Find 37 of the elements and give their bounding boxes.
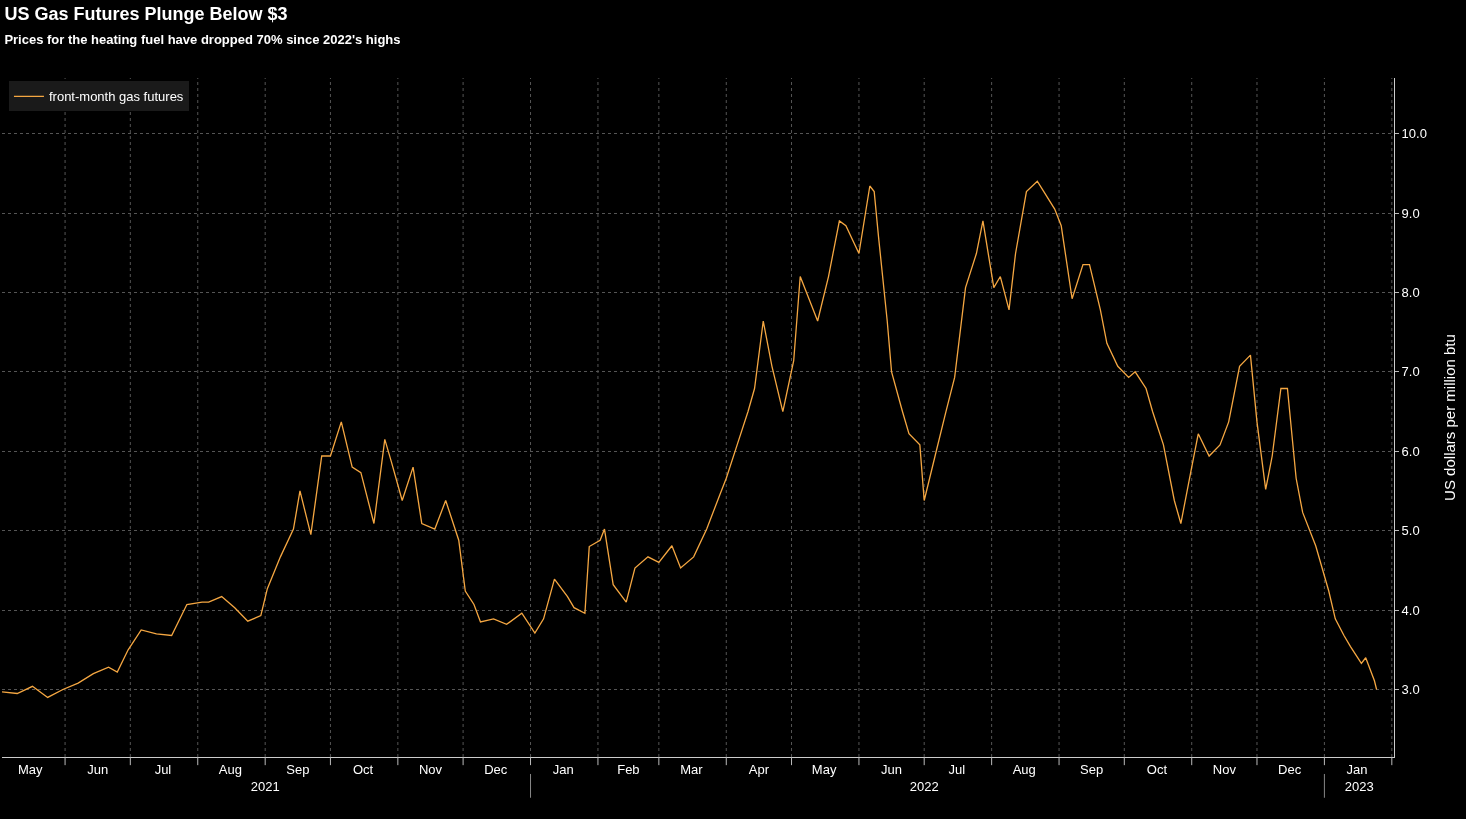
x-tick-label: Jul (948, 761, 966, 777)
x-tick-label: Aug (1012, 761, 1036, 777)
x-tick-label: Nov (418, 761, 443, 777)
y-tick-label: 8.0 (1401, 284, 1420, 300)
chart-title: US Gas Futures Plunge Below $3 (4, 4, 288, 25)
y-tick-label: 9.0 (1401, 205, 1420, 221)
x-tick-label: Sep (1080, 761, 1104, 777)
x-tick-label: May (18, 761, 44, 777)
x2-tick-label: 2021 (250, 779, 280, 794)
x-tick-label: Jul (154, 761, 172, 777)
x-tick-label: May (811, 761, 837, 777)
y-tick-label: 7.0 (1401, 364, 1420, 380)
x-tick-label: Dec (1278, 761, 1302, 777)
x-tick-label: Oct (1146, 761, 1168, 777)
chart-subtitle: Prices for the heating fuel have dropped 70% since 2022's highs (4, 31, 401, 47)
x2-tick-label: 2022 (909, 779, 939, 794)
x-tick-label: Aug (218, 761, 242, 777)
x-tick-label: Feb (617, 761, 640, 777)
y-axis-title: US dollars per million btu (1440, 334, 1458, 501)
x-tick-label: Mar (680, 761, 704, 777)
x-tick-label: Oct (352, 761, 374, 777)
y-tick-label: 6.0 (1401, 443, 1420, 459)
x-tick-label: Nov (1212, 761, 1237, 777)
y-tick-label: 10.0 (1401, 126, 1427, 142)
y-tick-label: 3.0 (1401, 682, 1420, 698)
x-tick-label: Jan (552, 761, 574, 777)
x-tick-label: Jun (881, 761, 903, 777)
x-tick-label: Apr (748, 761, 770, 777)
line-series (2, 180, 1378, 699)
y-tick-label: 4.0 (1401, 602, 1420, 618)
x-tick-label: Jan (1346, 761, 1368, 777)
x2-tick-label: 2023 (1344, 779, 1374, 794)
x-tick-label: Jun (87, 761, 109, 777)
x-tick-label: Dec (484, 761, 508, 777)
y-tick-label: 5.0 (1401, 523, 1420, 539)
x-tick-label: Sep (286, 761, 310, 777)
legend-label: front-month gas futures (48, 89, 184, 105)
